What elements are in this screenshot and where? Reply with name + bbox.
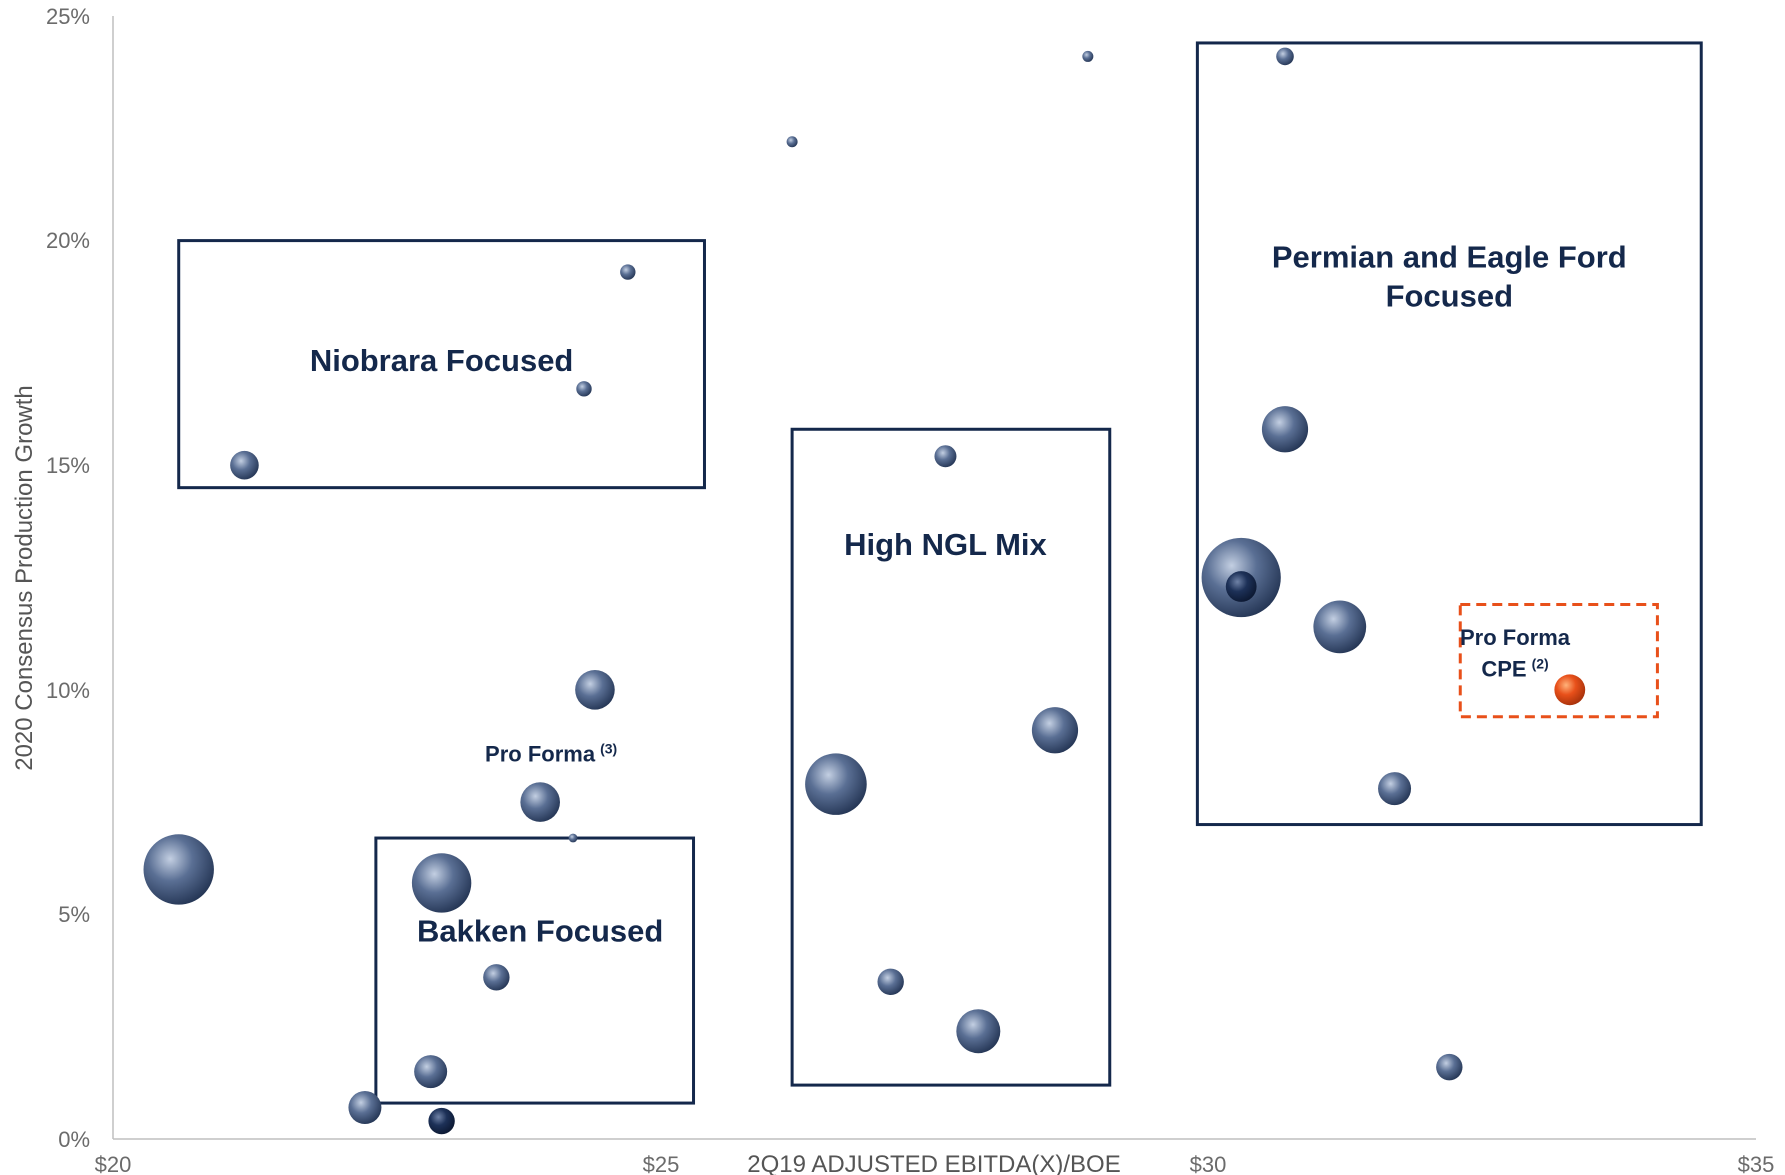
x-tick-label: $30 bbox=[1190, 1152, 1227, 1175]
annotation-label: Pro Forma (3) bbox=[485, 741, 617, 767]
bubble bbox=[934, 445, 957, 468]
y-tick-labels: 0% 5% 10% 15% 20% 25% bbox=[46, 4, 90, 1152]
bubble bbox=[1276, 47, 1294, 66]
annotation-superscript: (3) bbox=[600, 741, 617, 757]
annotation-text: CPE bbox=[1481, 656, 1526, 681]
annotation-text: Pro Forma bbox=[1460, 625, 1571, 650]
bubble bbox=[575, 670, 615, 710]
bubble bbox=[568, 833, 578, 843]
annotation-label: Pro Forma bbox=[1460, 625, 1571, 650]
region-box bbox=[177, 239, 706, 490]
bubble bbox=[786, 136, 798, 148]
pro-forma-cpe-box bbox=[1458, 602, 1659, 719]
y-tick-label: 10% bbox=[46, 678, 90, 703]
y-tick-label: 15% bbox=[46, 453, 90, 478]
x-tick-label: $25 bbox=[643, 1152, 680, 1175]
bubble bbox=[483, 964, 510, 991]
y-tick-label: 5% bbox=[58, 902, 90, 927]
region-box bbox=[374, 836, 696, 1105]
y-axis-title: 2020 Consensus Production Growth bbox=[11, 385, 38, 771]
y-tick-label: 0% bbox=[58, 1127, 90, 1152]
annotation-label: CPE (2) bbox=[1481, 655, 1548, 681]
region-box bbox=[1195, 41, 1703, 827]
region-label: High NGL Mix bbox=[844, 527, 1047, 562]
annotation-text: Pro Forma bbox=[485, 742, 596, 767]
region-label: Focused bbox=[1386, 279, 1513, 314]
bubble bbox=[1554, 674, 1586, 706]
bubble bbox=[1436, 1053, 1463, 1081]
region-label: Bakken Focused bbox=[417, 913, 663, 948]
axes bbox=[112, 16, 1756, 1140]
bubble bbox=[428, 1107, 455, 1135]
region-label: Permian and Eagle Ford bbox=[1272, 240, 1627, 275]
bubble bbox=[143, 834, 214, 905]
bubble bbox=[1031, 707, 1079, 754]
region-boxes: Niobrara Focused Bakken Focused High NGL M… bbox=[177, 41, 1703, 1105]
bubble bbox=[348, 1091, 382, 1125]
bubble bbox=[1082, 50, 1094, 62]
x-tick-label: $35 bbox=[1738, 1152, 1775, 1175]
bubble bbox=[520, 782, 560, 822]
y-tick-label: 25% bbox=[46, 4, 90, 29]
bubble bbox=[414, 1055, 448, 1089]
region-box bbox=[790, 427, 1112, 1087]
bubble bbox=[230, 450, 259, 480]
bubble bbox=[576, 381, 592, 397]
bubble bbox=[956, 1009, 1001, 1054]
annotation-superscript: (2) bbox=[1532, 655, 1549, 671]
bubble bbox=[620, 264, 636, 280]
bubble bbox=[411, 853, 472, 913]
highlight-box bbox=[1458, 602, 1659, 719]
bubble bbox=[1225, 571, 1257, 602]
bubble bbox=[1261, 406, 1309, 453]
x-tick-label: $20 bbox=[95, 1152, 132, 1175]
bubble bbox=[877, 968, 904, 995]
x-axis-title: 2Q19 ADJUSTED EBITDA(X)/BOE bbox=[747, 1151, 1120, 1175]
bubble bbox=[1378, 772, 1412, 806]
bubble bbox=[1313, 600, 1367, 654]
y-tick-label: 20% bbox=[46, 228, 90, 253]
x-tick-labels: $20 $25 $30 $35 bbox=[95, 1152, 1775, 1175]
bubbles bbox=[143, 47, 1586, 1135]
region-label: Niobrara Focused bbox=[310, 343, 574, 378]
bubble bbox=[805, 753, 867, 815]
